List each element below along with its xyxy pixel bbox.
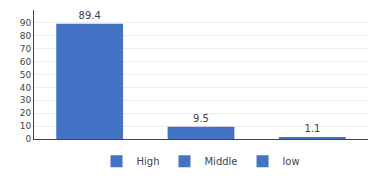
- svg-text:70: 70: [20, 44, 32, 54]
- svg-text:30: 30: [20, 95, 32, 105]
- svg-text:90: 90: [20, 18, 32, 28]
- svg-text:1.1: 1.1: [304, 123, 320, 134]
- svg-text:9.5: 9.5: [193, 113, 209, 124]
- svg-text:40: 40: [20, 83, 32, 93]
- svg-text:60: 60: [20, 57, 32, 67]
- svg-text:low: low: [283, 156, 300, 167]
- svg-text:0: 0: [25, 134, 31, 144]
- svg-text:20: 20: [20, 108, 32, 118]
- svg-text:Middle: Middle: [204, 156, 237, 167]
- svg-text:80: 80: [20, 31, 32, 41]
- svg-text:50: 50: [20, 70, 32, 80]
- svg-text:10: 10: [20, 121, 32, 131]
- svg-text:High: High: [137, 156, 160, 167]
- svg-text:89.4: 89.4: [79, 10, 101, 21]
